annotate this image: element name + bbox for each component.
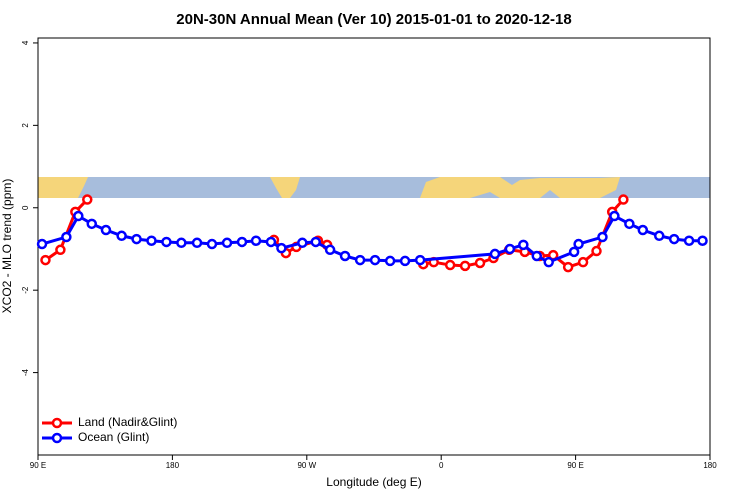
data-point	[653, 230, 665, 242]
data-point	[100, 224, 112, 236]
series-line	[44, 198, 89, 262]
data-point	[562, 261, 574, 273]
x-tick-label: 180	[703, 461, 717, 470]
data-point	[369, 254, 381, 266]
legend-label: Land (Nadir&Glint)	[78, 415, 177, 429]
data-point	[161, 236, 172, 248]
plot-frame	[37, 37, 711, 456]
data-point	[73, 210, 84, 222]
y-tick-label: 0	[21, 205, 30, 210]
data-point	[36, 238, 48, 250]
x-tick-label: 90 E	[30, 461, 46, 470]
x-tick-label: 180	[166, 461, 180, 470]
data-point	[399, 255, 411, 267]
data-point	[518, 239, 529, 251]
data-point	[489, 248, 501, 260]
data-point	[324, 244, 336, 256]
x-tick-label: 90 W	[297, 461, 316, 470]
data-point	[609, 210, 620, 222]
y-tick-label: 2	[21, 123, 30, 128]
data-point	[206, 238, 218, 250]
data-point	[146, 235, 157, 246]
data-point	[176, 237, 187, 249]
y-tick-label: 4	[21, 40, 30, 45]
data-point	[250, 235, 262, 246]
data-point	[55, 244, 66, 256]
data-point	[459, 260, 471, 272]
x-tick-label: 0	[439, 461, 444, 470]
data-point	[384, 255, 396, 267]
data-point	[683, 235, 695, 246]
map-strip	[38, 177, 710, 198]
data-point	[131, 233, 142, 245]
data-point	[61, 231, 72, 243]
data-point	[591, 245, 602, 257]
data-point	[531, 250, 543, 262]
data-point	[310, 236, 322, 248]
data-point	[276, 242, 287, 254]
data-point	[414, 254, 426, 266]
legend-marker	[51, 417, 63, 429]
data-point	[543, 256, 554, 268]
legend-marker	[51, 432, 63, 444]
data-point	[116, 230, 127, 242]
legend-label: Ocean (Glint)	[78, 430, 149, 444]
x-tick-label: 90 E	[567, 461, 583, 470]
data-point	[573, 238, 584, 250]
chart-title: 20N-30N Annual Mean (Ver 10) 2015-01-01 …	[176, 11, 571, 28]
data-point	[668, 233, 680, 245]
y-tick-label: -2	[21, 286, 30, 294]
data-point	[86, 218, 98, 230]
data-point	[568, 246, 580, 258]
data-point	[504, 243, 516, 255]
data-point	[40, 254, 51, 266]
y-axis-label: XCO2 - MLO trend (ppm)	[0, 179, 14, 314]
data-point	[297, 237, 308, 249]
data-point	[444, 259, 456, 271]
data-point	[597, 231, 608, 243]
data-point	[221, 237, 233, 249]
data-point	[624, 218, 635, 230]
data-point	[339, 250, 351, 262]
x-axis-label: Longitude (deg E)	[326, 475, 421, 489]
data-point	[618, 194, 629, 205]
data-point	[265, 236, 277, 248]
data-point	[577, 256, 589, 268]
data-point	[697, 235, 708, 246]
data-point	[637, 224, 649, 236]
data-point	[474, 257, 486, 269]
data-point	[191, 237, 203, 249]
data-point	[236, 236, 248, 248]
y-tick-label: -4	[21, 368, 30, 376]
data-point	[354, 254, 366, 266]
data-point	[82, 194, 93, 205]
